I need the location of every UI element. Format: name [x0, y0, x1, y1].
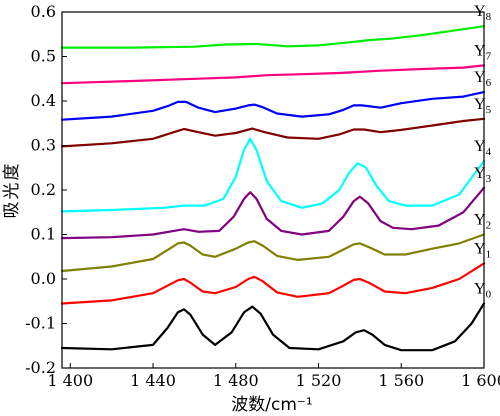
x-tick-label: 1 560 — [378, 371, 424, 390]
y-tick-label: 0.4 — [31, 91, 56, 110]
series-label-y3: Y3 — [474, 165, 492, 185]
x-tick-label: 1 480 — [213, 371, 259, 390]
series-line-y8 — [60, 25, 486, 49]
x-tick-label: 1 520 — [296, 371, 342, 390]
series-layer — [60, 25, 486, 352]
x-tick-label: 1 440 — [130, 371, 176, 390]
series-line-y3 — [60, 186, 486, 240]
y-tick-label: 0.0 — [31, 269, 56, 288]
series-label-y8: Y8 — [474, 3, 492, 23]
x-tick-label: 1 600 — [461, 371, 500, 390]
series-line-y6 — [60, 91, 486, 121]
x-tick-label: 1 400 — [47, 371, 93, 390]
series-line-y1 — [60, 262, 486, 305]
series-label-y1: Y1 — [474, 240, 491, 260]
y-tick-label: 0.6 — [31, 2, 56, 21]
series-label-y2: Y2 — [474, 212, 491, 232]
series-line-y5 — [60, 117, 486, 148]
series-line-y7 — [60, 64, 486, 85]
y-tick-label: -0.1 — [25, 314, 56, 333]
x-axis-title: 波数/cm⁻¹ — [231, 395, 312, 415]
y-tick-label: 0.3 — [31, 136, 56, 155]
y-tick-label: -0.2 — [25, 358, 56, 377]
y-tick-label: 0.1 — [31, 225, 56, 244]
series-label-y4: Y4 — [474, 138, 492, 158]
y-tick-label: 0.5 — [31, 47, 56, 66]
series-label-y5: Y5 — [474, 96, 492, 116]
series-line-y0 — [60, 302, 486, 352]
series-line-y2 — [60, 233, 486, 273]
series-label-y7: Y7 — [474, 42, 492, 62]
series-line-y4 — [60, 137, 486, 213]
y-tick-label: 0.2 — [31, 180, 56, 199]
series-label-y0: Y0 — [474, 280, 492, 300]
series-label-y6: Y6 — [474, 69, 492, 89]
series-labels-layer: Y0 Y1 Y2 Y3 Y4 Y5 Y6 Y7 Y8 — [474, 3, 492, 300]
ticks-layer: 1 400 1 440 1 480 1 520 1 560 1 600 -0.2 -0.1 0.… — [25, 2, 500, 390]
y-axis-title: 吸光度 — [2, 162, 22, 219]
